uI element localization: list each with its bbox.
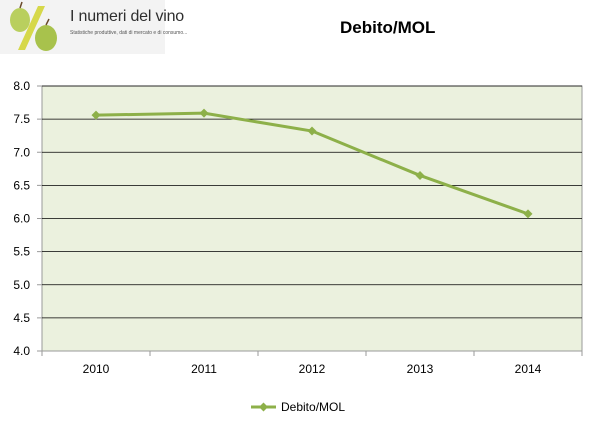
logo: I numeri del vino Statistiche produttive…	[0, 0, 187, 54]
y-tick-label: 5.5	[13, 245, 30, 259]
y-tick-label: 6.0	[13, 212, 30, 226]
y-tick-label: 6.5	[13, 178, 30, 192]
data-point-marker	[199, 108, 209, 118]
gridlines	[42, 85, 582, 319]
data-point-marker	[91, 110, 101, 120]
y-tick-label: 4.0	[13, 344, 30, 358]
x-tick-label: 2014	[515, 362, 542, 376]
logo-subtitle: Statistiche produttive, dati di mercato …	[70, 30, 188, 36]
legend: Debito/MOL	[251, 400, 345, 414]
y-axis-ticks: 4.0 4.5 5.0 5.5 6.0 6.5 7.0 7.5 8.0	[13, 79, 42, 358]
y-tick-label: 7.0	[13, 145, 30, 159]
x-tick-label: 2010	[83, 362, 110, 376]
x-axis-ticks: 2010 2011 2012 2013 2014	[41, 351, 583, 376]
pear-stem-right	[45, 18, 50, 26]
pear-left-icon	[10, 8, 30, 32]
pear-right-icon	[35, 25, 57, 51]
logo-title: I numeri del vino	[70, 8, 184, 25]
y-tick-label: 7.5	[13, 112, 30, 126]
series-group	[91, 108, 533, 219]
data-point-marker	[307, 126, 317, 136]
x-tick-label: 2011	[191, 362, 217, 376]
legend-marker	[259, 402, 268, 412]
x-tick-label: 2013	[407, 362, 434, 376]
legend-label: Debito/MOL	[281, 400, 345, 414]
y-tick-label: 5.0	[13, 278, 30, 292]
slash-shape	[18, 6, 45, 50]
y-tick-label: 8.0	[13, 79, 30, 93]
pear-stem-left	[19, 1, 23, 9]
chart-title: Debito/MOL	[340, 18, 436, 37]
data-point-marker	[415, 170, 425, 180]
x-tick-label: 2012	[299, 362, 326, 376]
y-tick-label: 4.5	[13, 311, 30, 325]
data-point-marker	[523, 209, 533, 219]
pear-logo-icon	[10, 1, 57, 51]
